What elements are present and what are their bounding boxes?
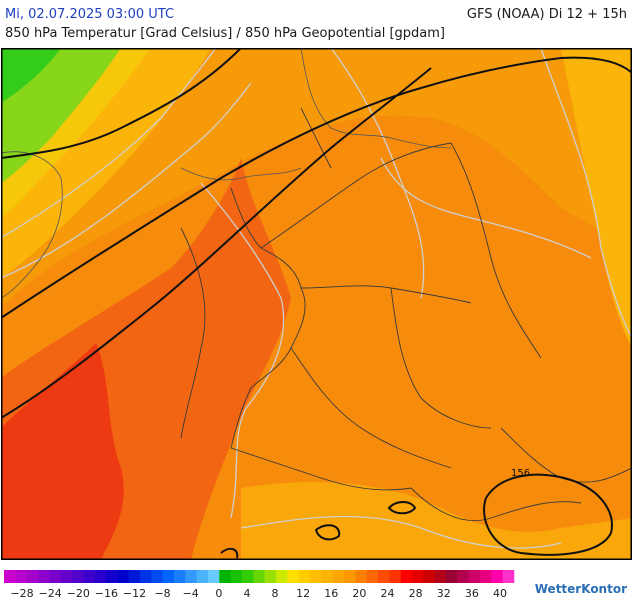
legend-swatch <box>83 570 95 583</box>
legend-swatch <box>457 570 469 583</box>
legend-tick-label: 40 <box>493 587 507 600</box>
legend-swatch <box>4 570 16 583</box>
legend-tick-label: 20 <box>352 587 366 600</box>
map-frame <box>1 48 632 560</box>
legend-swatch <box>378 570 390 583</box>
legend-swatch <box>219 570 231 583</box>
legend-tick-label: −20 <box>67 587 90 600</box>
legend-swatch <box>446 570 458 583</box>
legend-swatch <box>60 570 73 583</box>
legend-swatch <box>321 570 333 583</box>
legend-tick-label: 28 <box>409 587 423 600</box>
legend-tick-label: −16 <box>95 587 118 600</box>
legend-tick-label: 12 <box>296 587 310 600</box>
legend-swatch <box>502 570 515 583</box>
temp-zone-hot <box>1 343 124 560</box>
map-title: 850 hPa Temperatur [Grad Celsius] / 850 … <box>5 26 446 41</box>
legend-tick-label: −12 <box>123 587 146 600</box>
country-borders <box>180 107 632 522</box>
legend-swatch <box>355 570 367 583</box>
isohypse-label: 156 <box>511 468 530 479</box>
header-row-2: 850 hPa Temperatur [Grad Celsius] / 850 … <box>0 25 633 43</box>
legend-swatch <box>298 570 311 583</box>
legend-swatch <box>94 570 107 583</box>
legend-swatch <box>491 570 503 583</box>
brand-logo: WetterKontor <box>535 582 627 596</box>
legend-swatch <box>106 570 118 583</box>
legend-swatch <box>15 570 27 583</box>
weather-map[interactable]: 156 <box>1 48 632 560</box>
legend-tick-label: 4 <box>243 587 250 600</box>
legend-swatch <box>253 570 265 583</box>
temp-zone-green <box>1 48 121 183</box>
legend-tick-label: −28 <box>10 587 33 600</box>
legend-swatch <box>344 570 356 583</box>
legend-swatch <box>480 570 492 583</box>
forecast-datetime: Mi, 02.07.2025 03:00 UTC <box>5 7 175 22</box>
legend-swatch <box>242 570 254 583</box>
legend-swatch <box>208 570 220 583</box>
legend-swatch <box>151 570 163 583</box>
legend-tick-label: −24 <box>39 587 62 600</box>
legend-swatch <box>140 570 152 583</box>
model-run-label: GFS (NOAA) Di 12 + 15h <box>466 7 627 22</box>
temperature-legend: −28 −24 −20 −16 −12 −8 −4 0 4 8 12 16 20 24 28 32 36 40 <box>4 570 515 600</box>
legend-swatch <box>162 570 175 583</box>
legend-tick-label: 24 <box>381 587 395 600</box>
legend-swatch <box>389 570 401 583</box>
legend-swatch <box>196 570 209 583</box>
legend-swatch <box>468 570 481 583</box>
legend-swatch <box>72 570 84 583</box>
legend-swatch <box>310 570 322 583</box>
legend-tick-label: −8 <box>154 587 170 600</box>
legend-swatch <box>287 570 299 583</box>
legend-swatch <box>412 570 424 583</box>
legend-tick-label: 16 <box>324 587 338 600</box>
temp-zone-green2 <box>1 48 61 103</box>
legend-tick-label: −4 <box>183 587 199 600</box>
legend-swatches <box>4 570 515 583</box>
legend-tick-label: 8 <box>272 587 279 600</box>
legend-swatch <box>276 570 288 583</box>
legend-swatch <box>117 570 129 583</box>
legend-tick-label: 36 <box>465 587 479 600</box>
header-row-1: Mi, 02.07.2025 03:00 UTC GFS (NOAA) Di 1… <box>0 6 633 24</box>
legend-swatch <box>264 570 277 583</box>
legend-swatch <box>185 570 197 583</box>
legend-swatch <box>26 570 39 583</box>
legend-swatch <box>434 570 447 583</box>
legend-swatch <box>332 570 345 583</box>
legend-swatch <box>128 570 141 583</box>
legend-swatch <box>38 570 50 583</box>
legend-tick-label: 32 <box>437 587 451 600</box>
brand-name: WetterKontor <box>534 582 627 596</box>
temp-zone-south <box>241 482 632 560</box>
isohypses <box>1 48 632 559</box>
legend-swatch <box>423 570 435 583</box>
legend-swatch <box>366 570 379 583</box>
legend-swatch <box>230 570 243 583</box>
legend-swatch <box>49 570 61 583</box>
coastlines <box>1 48 452 299</box>
legend-swatch <box>400 570 413 583</box>
isotherms <box>1 48 632 549</box>
temp-zone-east <box>561 48 632 348</box>
legend-tick-label: 0 <box>215 587 222 600</box>
legend-swatch <box>174 570 186 583</box>
legend-tick-labels: −28 −24 −20 −16 −12 −8 −4 0 4 8 12 16 20 24 28 32 36 40 <box>10 587 507 600</box>
